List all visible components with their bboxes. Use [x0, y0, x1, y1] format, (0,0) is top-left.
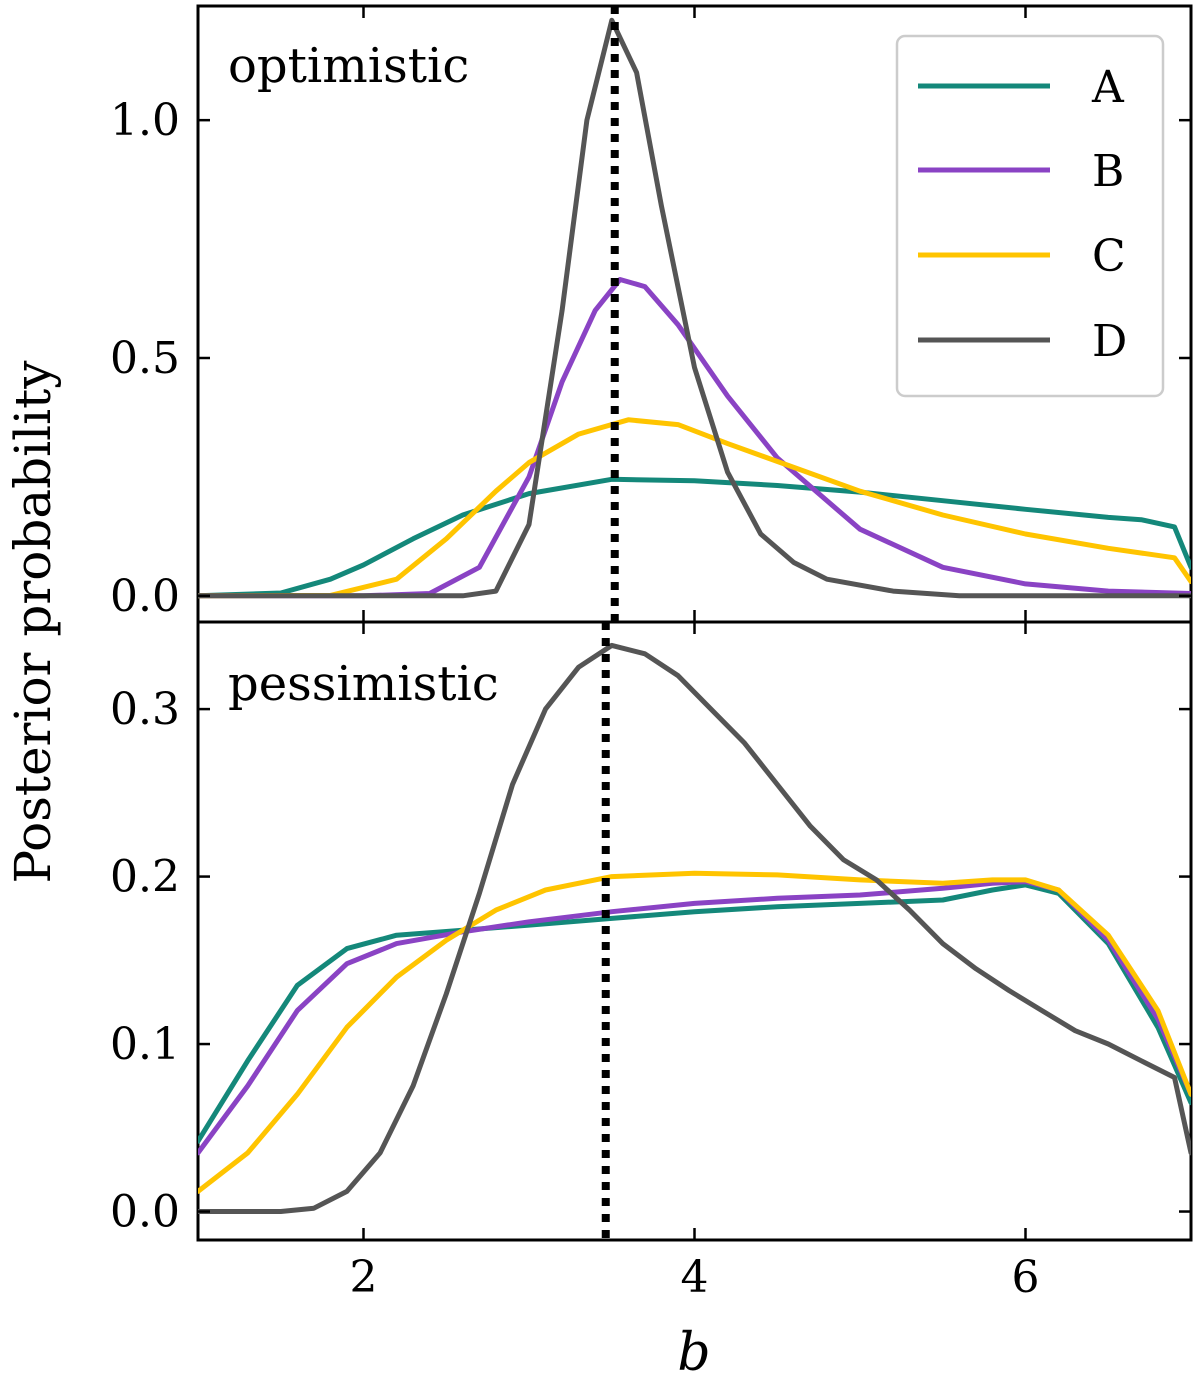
panel-label-pessimistic: pessimistic	[228, 656, 499, 712]
legend-frame	[895, 34, 1165, 398]
series-line-optimistic-c	[198, 417, 1191, 599]
legend-label-b: B	[1092, 146, 1124, 197]
series-line-pessimistic-c	[198, 870, 1191, 1194]
x-axis-label: b	[677, 1323, 710, 1379]
series-line-optimistic-d	[198, 17, 1191, 599]
y-tick-label: 0.2	[110, 852, 180, 903]
panel-pessimistic: 0.0 0.1 0.2 0.3 pessimistic	[110, 620, 1193, 1242]
series-line-optimistic-a	[198, 476, 1191, 599]
panel-optimistic: 0.0 0.5 1.0 optimistic A B C D	[110, 4, 1193, 624]
legend-label-d: D	[1092, 316, 1127, 367]
y-tick-label: 0.0	[110, 571, 180, 622]
series-line-optimistic-b	[198, 277, 1191, 599]
x-tick-label: 2	[350, 1252, 378, 1303]
series-line-pessimistic-d	[198, 642, 1191, 1214]
y-tick-label: 0.5	[110, 333, 180, 384]
panel-label-optimistic: optimistic	[228, 38, 469, 94]
legend-label-a: A	[1091, 62, 1125, 113]
y-tick-label: 0.1	[110, 1019, 180, 1070]
x-tick-label: 4	[681, 1252, 709, 1303]
x-tick-label: 6	[1012, 1252, 1040, 1303]
axes-frame-bottom	[196, 620, 1193, 1242]
legend: A B C D	[895, 34, 1165, 398]
y-tick-label: 0.3	[110, 684, 180, 735]
y-axis-label: Posterior probability	[4, 360, 62, 884]
y-tick-label: 1.0	[110, 95, 180, 146]
legend-label-c: C	[1092, 231, 1126, 282]
y-tick-label: 0.0	[110, 1187, 180, 1238]
